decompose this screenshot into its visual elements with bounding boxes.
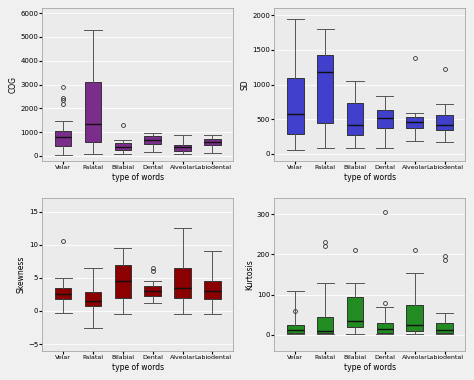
PathPatch shape: [377, 110, 393, 128]
PathPatch shape: [407, 305, 423, 331]
PathPatch shape: [115, 143, 131, 150]
PathPatch shape: [55, 288, 72, 299]
X-axis label: type of words: type of words: [344, 173, 396, 182]
PathPatch shape: [287, 78, 303, 135]
X-axis label: type of words: type of words: [112, 363, 164, 372]
PathPatch shape: [317, 55, 333, 124]
X-axis label: type of words: type of words: [112, 173, 164, 182]
PathPatch shape: [115, 264, 131, 298]
PathPatch shape: [347, 296, 363, 328]
Y-axis label: SD: SD: [240, 79, 249, 90]
Y-axis label: Kurtosis: Kurtosis: [245, 259, 254, 290]
PathPatch shape: [287, 325, 303, 332]
PathPatch shape: [55, 131, 72, 146]
PathPatch shape: [317, 317, 333, 332]
PathPatch shape: [347, 103, 363, 135]
PathPatch shape: [204, 139, 220, 144]
Y-axis label: Skewness: Skewness: [16, 256, 25, 293]
PathPatch shape: [407, 117, 423, 128]
PathPatch shape: [174, 268, 191, 298]
PathPatch shape: [85, 82, 101, 142]
PathPatch shape: [377, 323, 393, 332]
PathPatch shape: [85, 293, 101, 306]
PathPatch shape: [145, 136, 161, 144]
PathPatch shape: [437, 323, 453, 332]
Y-axis label: COG: COG: [9, 76, 18, 93]
PathPatch shape: [174, 144, 191, 151]
X-axis label: type of words: type of words: [344, 363, 396, 372]
PathPatch shape: [204, 281, 220, 299]
PathPatch shape: [437, 115, 453, 130]
PathPatch shape: [145, 286, 161, 296]
